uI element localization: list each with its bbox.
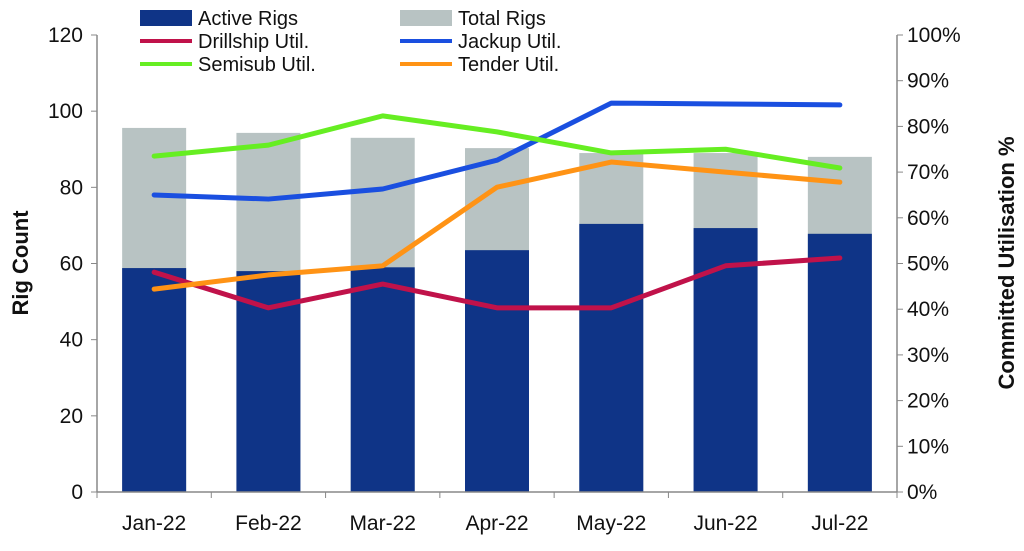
bar-active-rigs [350, 267, 415, 492]
y-tick-label: 120 [48, 24, 83, 47]
legend-swatch [140, 10, 192, 26]
legend-label: Total Rigs [458, 8, 546, 30]
legend-label: Drillship Util. [198, 31, 309, 53]
y2-tick-label: 90% [907, 70, 949, 93]
x-tick-label: Feb-22 [235, 512, 302, 535]
y-tick-label: 40 [60, 329, 83, 352]
y-tick-label: 80 [60, 176, 83, 199]
y2-tick-label: 60% [907, 207, 949, 230]
y2-tick-label: 40% [907, 298, 949, 321]
legend-label: Active Rigs [198, 8, 298, 30]
y2-tick-label: 50% [907, 253, 949, 276]
legend-label: Semisub Util. [198, 54, 316, 76]
line-drillship-util- [151, 255, 843, 311]
x-tick-label: Jan-22 [122, 512, 186, 535]
y-tick-label: 60 [60, 253, 83, 276]
y-axis-label: Rig Count [8, 210, 33, 316]
y2-tick-label: 100% [907, 24, 961, 47]
bar-active-rigs [122, 268, 187, 492]
y2-tick-label: 30% [907, 344, 949, 367]
x-tick-label: May-22 [576, 512, 646, 535]
bar-active-rigs [579, 223, 644, 493]
y2-tick-label: 20% [907, 390, 949, 413]
line-jackup-util- [151, 100, 843, 202]
x-tick-label: Apr-22 [465, 512, 528, 535]
legend-label: Jackup Util. [458, 31, 561, 53]
y-tick-label: 20 [60, 405, 83, 428]
y2-tick-label: 80% [907, 115, 949, 138]
legend-label: Tender Util. [458, 54, 559, 76]
bar-active-rigs [465, 250, 529, 492]
y2-tick-label: 0% [907, 481, 937, 504]
y2-axis-label: Committed Utilisation % [994, 136, 1019, 389]
bar-active-rigs [807, 233, 872, 493]
x-tick-label: Mar-22 [349, 512, 416, 535]
x-tick-label: Jul-22 [811, 512, 868, 535]
y2-tick-label: 70% [907, 161, 949, 184]
x-tick-label: Jun-22 [693, 512, 757, 535]
y2-tick-label: 10% [907, 435, 949, 458]
line-semisub-util- [151, 113, 843, 171]
line-tender-util- [151, 159, 843, 292]
y-tick-label: 0 [71, 481, 83, 504]
legend-swatch [400, 10, 452, 26]
y-tick-label: 100 [48, 100, 83, 123]
